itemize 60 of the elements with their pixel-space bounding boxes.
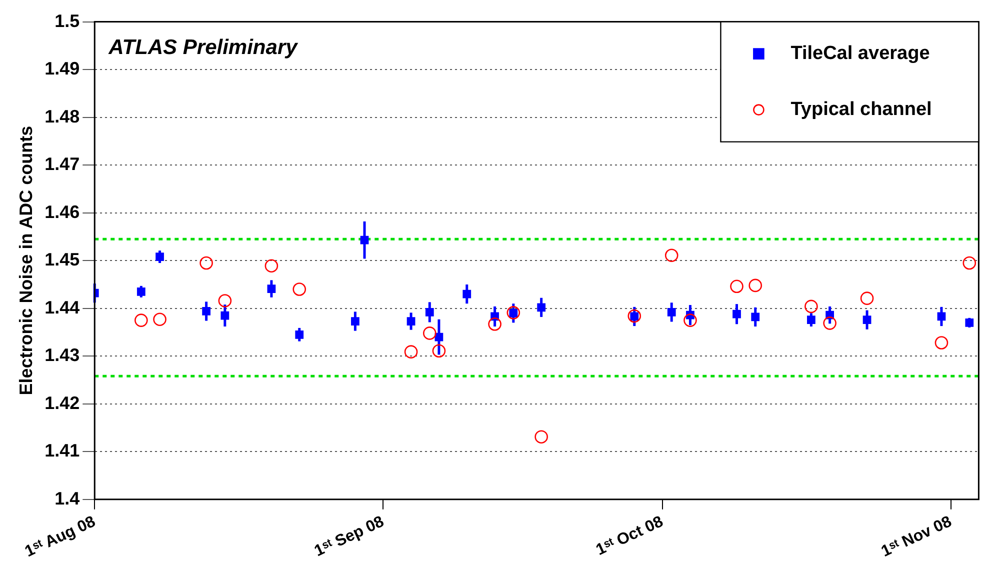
point: [488, 317, 502, 331]
legend-label: TileCal average: [790, 43, 930, 64]
point: [462, 290, 472, 298]
y-tick-label: 1.43: [44, 345, 80, 366]
point: [862, 316, 872, 324]
point: [804, 300, 818, 314]
point: [220, 311, 230, 320]
point: [732, 310, 741, 318]
point: [406, 317, 416, 326]
point: [218, 294, 232, 308]
point: [807, 316, 816, 324]
point: [860, 292, 874, 305]
point: [156, 252, 164, 261]
point: [965, 318, 974, 327]
point: [153, 312, 166, 326]
text: ATLAS Preliminary: [108, 36, 299, 60]
x-tick-label: 1ˢᵗ Aug 08: [22, 513, 98, 561]
y-tick-label: 1.48: [44, 106, 80, 126]
point: [628, 309, 642, 323]
y-tick-label: 1.5: [54, 10, 80, 31]
point: [134, 314, 148, 327]
point: [423, 326, 436, 340]
y-axis-title: Electronic Noise in ADC counts: [16, 126, 36, 396]
y-tick-label: 1.44: [44, 297, 80, 318]
point: [823, 316, 836, 330]
point: [506, 306, 520, 320]
x-tick-label: 1ˢᵗ Nov 08: [878, 513, 954, 561]
y-tick-label: 1.49: [44, 58, 80, 79]
point: [264, 259, 278, 273]
point: [962, 256, 976, 270]
x-tick-label: 1ˢᵗ Oct 08: [594, 513, 666, 560]
point: [730, 280, 744, 294]
point: [751, 312, 760, 322]
point: [292, 282, 306, 296]
point: [748, 278, 762, 292]
point: [295, 330, 304, 339]
point: [664, 248, 678, 262]
point: [404, 345, 418, 358]
y-tick-label: 1.47: [44, 154, 80, 174]
point: [425, 308, 434, 316]
y-tick-label: 1.4: [54, 488, 80, 508]
point: [360, 236, 369, 244]
y-tick-label: 1.41: [44, 440, 80, 461]
point: [534, 430, 548, 444]
point: [200, 256, 213, 270]
point: [202, 307, 210, 316]
point: [667, 308, 676, 316]
point: [136, 287, 146, 296]
y-tick-label: 1.42: [44, 392, 80, 413]
point: [267, 284, 276, 293]
legend-label: Typical channel: [790, 99, 932, 120]
point: [537, 303, 546, 312]
x-tick-label: 1ˢᵗ Sep 08: [312, 513, 387, 560]
point: [432, 344, 446, 358]
point: [937, 312, 946, 321]
point: [934, 336, 948, 350]
y-tick-label: 1.46: [44, 202, 80, 222]
y-tick-label: 1.45: [44, 250, 80, 270]
point: [684, 314, 697, 327]
point: [351, 317, 360, 326]
